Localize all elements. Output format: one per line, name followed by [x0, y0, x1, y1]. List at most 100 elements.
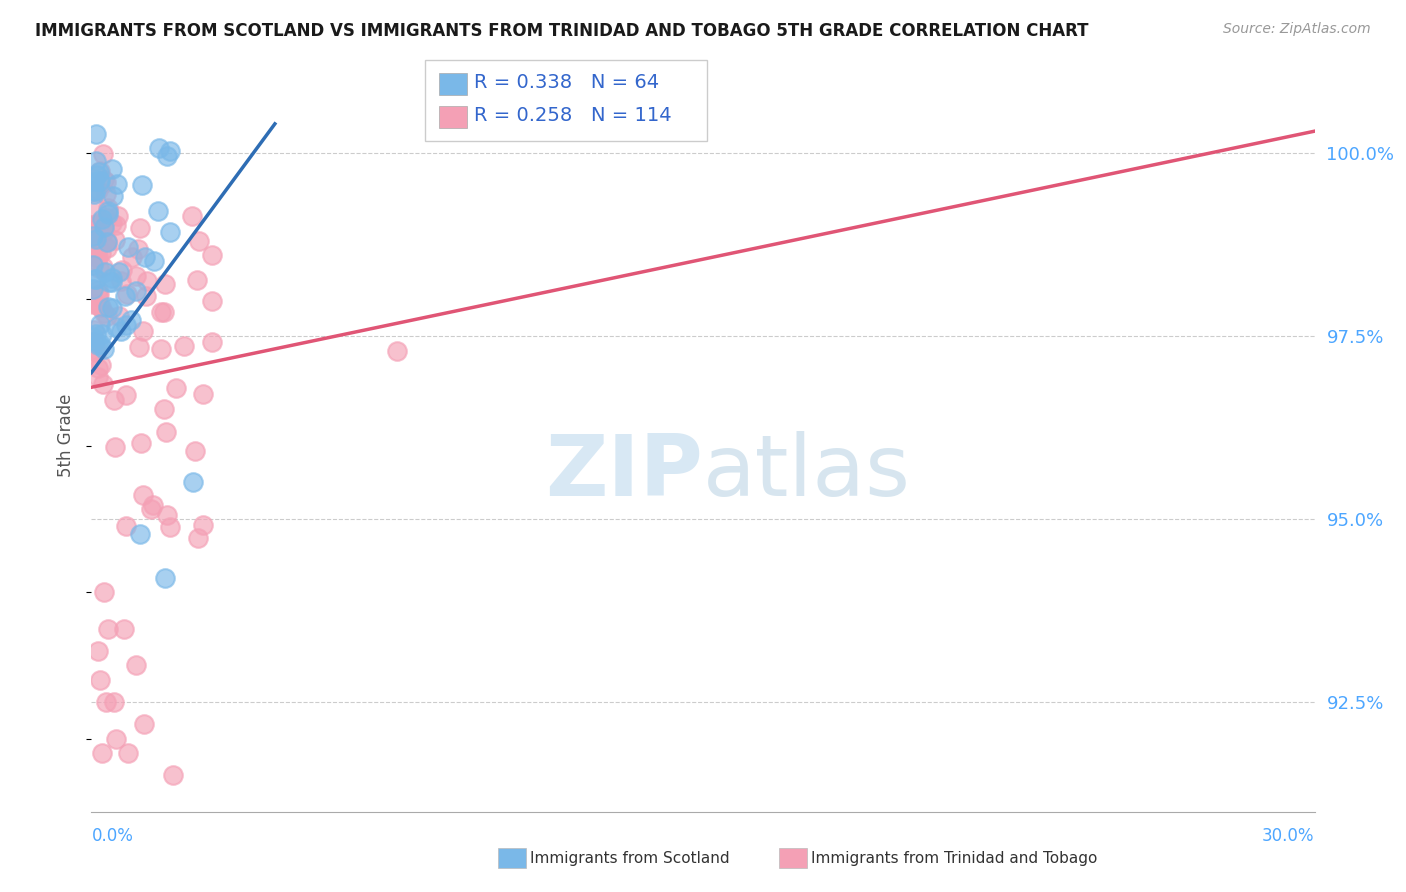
Point [107, 309, 129, 323]
Point [82, 258, 104, 272]
Point [82, 183, 104, 197]
Point [97, 202, 120, 216]
Point [183, 475, 205, 490]
Point [142, 498, 165, 512]
Point [134, 250, 156, 264]
Point [97, 207, 120, 221]
Point [115, 287, 138, 301]
Point [87, 251, 110, 265]
Point [148, 141, 170, 155]
Text: Source: ZipAtlas.com: Source: ZipAtlas.com [1223, 22, 1371, 37]
Point [84, 218, 107, 232]
Point [193, 387, 215, 401]
Point [96, 235, 118, 250]
Point [89, 215, 111, 229]
Point [150, 305, 173, 319]
Point [149, 342, 172, 356]
Point [128, 242, 150, 256]
Point [90, 246, 112, 260]
Text: 30.0%: 30.0% [1263, 827, 1315, 845]
Point [191, 517, 214, 532]
Point [82, 330, 104, 344]
Point [162, 768, 184, 782]
Point [83, 323, 105, 337]
Point [100, 271, 122, 285]
Text: IMMIGRANTS FROM SCOTLAND VS IMMIGRANTS FROM TRINIDAD AND TOBAGO 5TH GRADE CORREL: IMMIGRANTS FROM SCOTLAND VS IMMIGRANTS F… [35, 22, 1088, 40]
Point [153, 277, 176, 292]
Point [86, 243, 108, 257]
Point [117, 746, 139, 760]
Point [93, 585, 115, 599]
Point [89, 260, 111, 275]
Point [83, 252, 105, 267]
Point [143, 253, 166, 268]
Point [155, 425, 177, 440]
Point [89, 174, 111, 188]
Point [131, 488, 153, 502]
Point [90, 327, 112, 342]
Point [93, 224, 115, 238]
Point [90, 300, 112, 314]
Point [105, 219, 128, 233]
Point [112, 622, 135, 636]
Point [135, 289, 157, 303]
Point [87, 183, 110, 197]
Point [131, 178, 153, 192]
Point [93, 220, 115, 235]
Point [101, 188, 124, 202]
Point [82, 219, 104, 233]
Point [156, 149, 179, 163]
Point [134, 717, 156, 731]
Point [129, 436, 152, 450]
Text: Immigrants from Trinidad and Tobago: Immigrants from Trinidad and Tobago [811, 851, 1098, 865]
Point [82, 282, 104, 296]
Point [96, 241, 118, 255]
Point [117, 240, 139, 254]
Point [83, 334, 105, 349]
Point [159, 225, 181, 239]
Text: Immigrants from Scotland: Immigrants from Scotland [530, 851, 730, 865]
Point [90, 746, 112, 760]
Point [153, 570, 176, 584]
Point [94, 186, 117, 201]
Point [101, 161, 124, 176]
Point [105, 177, 128, 191]
Point [128, 340, 150, 354]
Point [86, 168, 108, 182]
Point [83, 344, 105, 359]
Point [97, 300, 120, 314]
Point [103, 393, 125, 408]
Point [101, 216, 124, 230]
Point [91, 260, 114, 274]
Text: atlas: atlas [703, 431, 911, 514]
Point [89, 286, 111, 301]
Point [87, 241, 110, 255]
Point [111, 263, 134, 277]
Point [129, 526, 152, 541]
Point [87, 338, 110, 352]
Point [84, 334, 107, 348]
Point [84, 272, 107, 286]
Point [136, 274, 159, 288]
Point [84, 345, 107, 359]
Point [187, 531, 209, 545]
Point [83, 187, 105, 202]
Point [93, 343, 115, 357]
Point [97, 204, 120, 219]
Point [128, 220, 150, 235]
Point [132, 324, 155, 338]
Point [86, 154, 108, 169]
Point [115, 388, 138, 402]
Point [110, 274, 132, 288]
Point [93, 173, 115, 187]
Point [103, 234, 125, 248]
Point [93, 305, 115, 319]
Point [89, 300, 111, 314]
Point [84, 250, 107, 264]
Point [86, 223, 108, 237]
Point [83, 184, 105, 198]
Point [187, 234, 209, 248]
Point [87, 164, 110, 178]
Point [101, 301, 124, 315]
Point [115, 318, 138, 333]
